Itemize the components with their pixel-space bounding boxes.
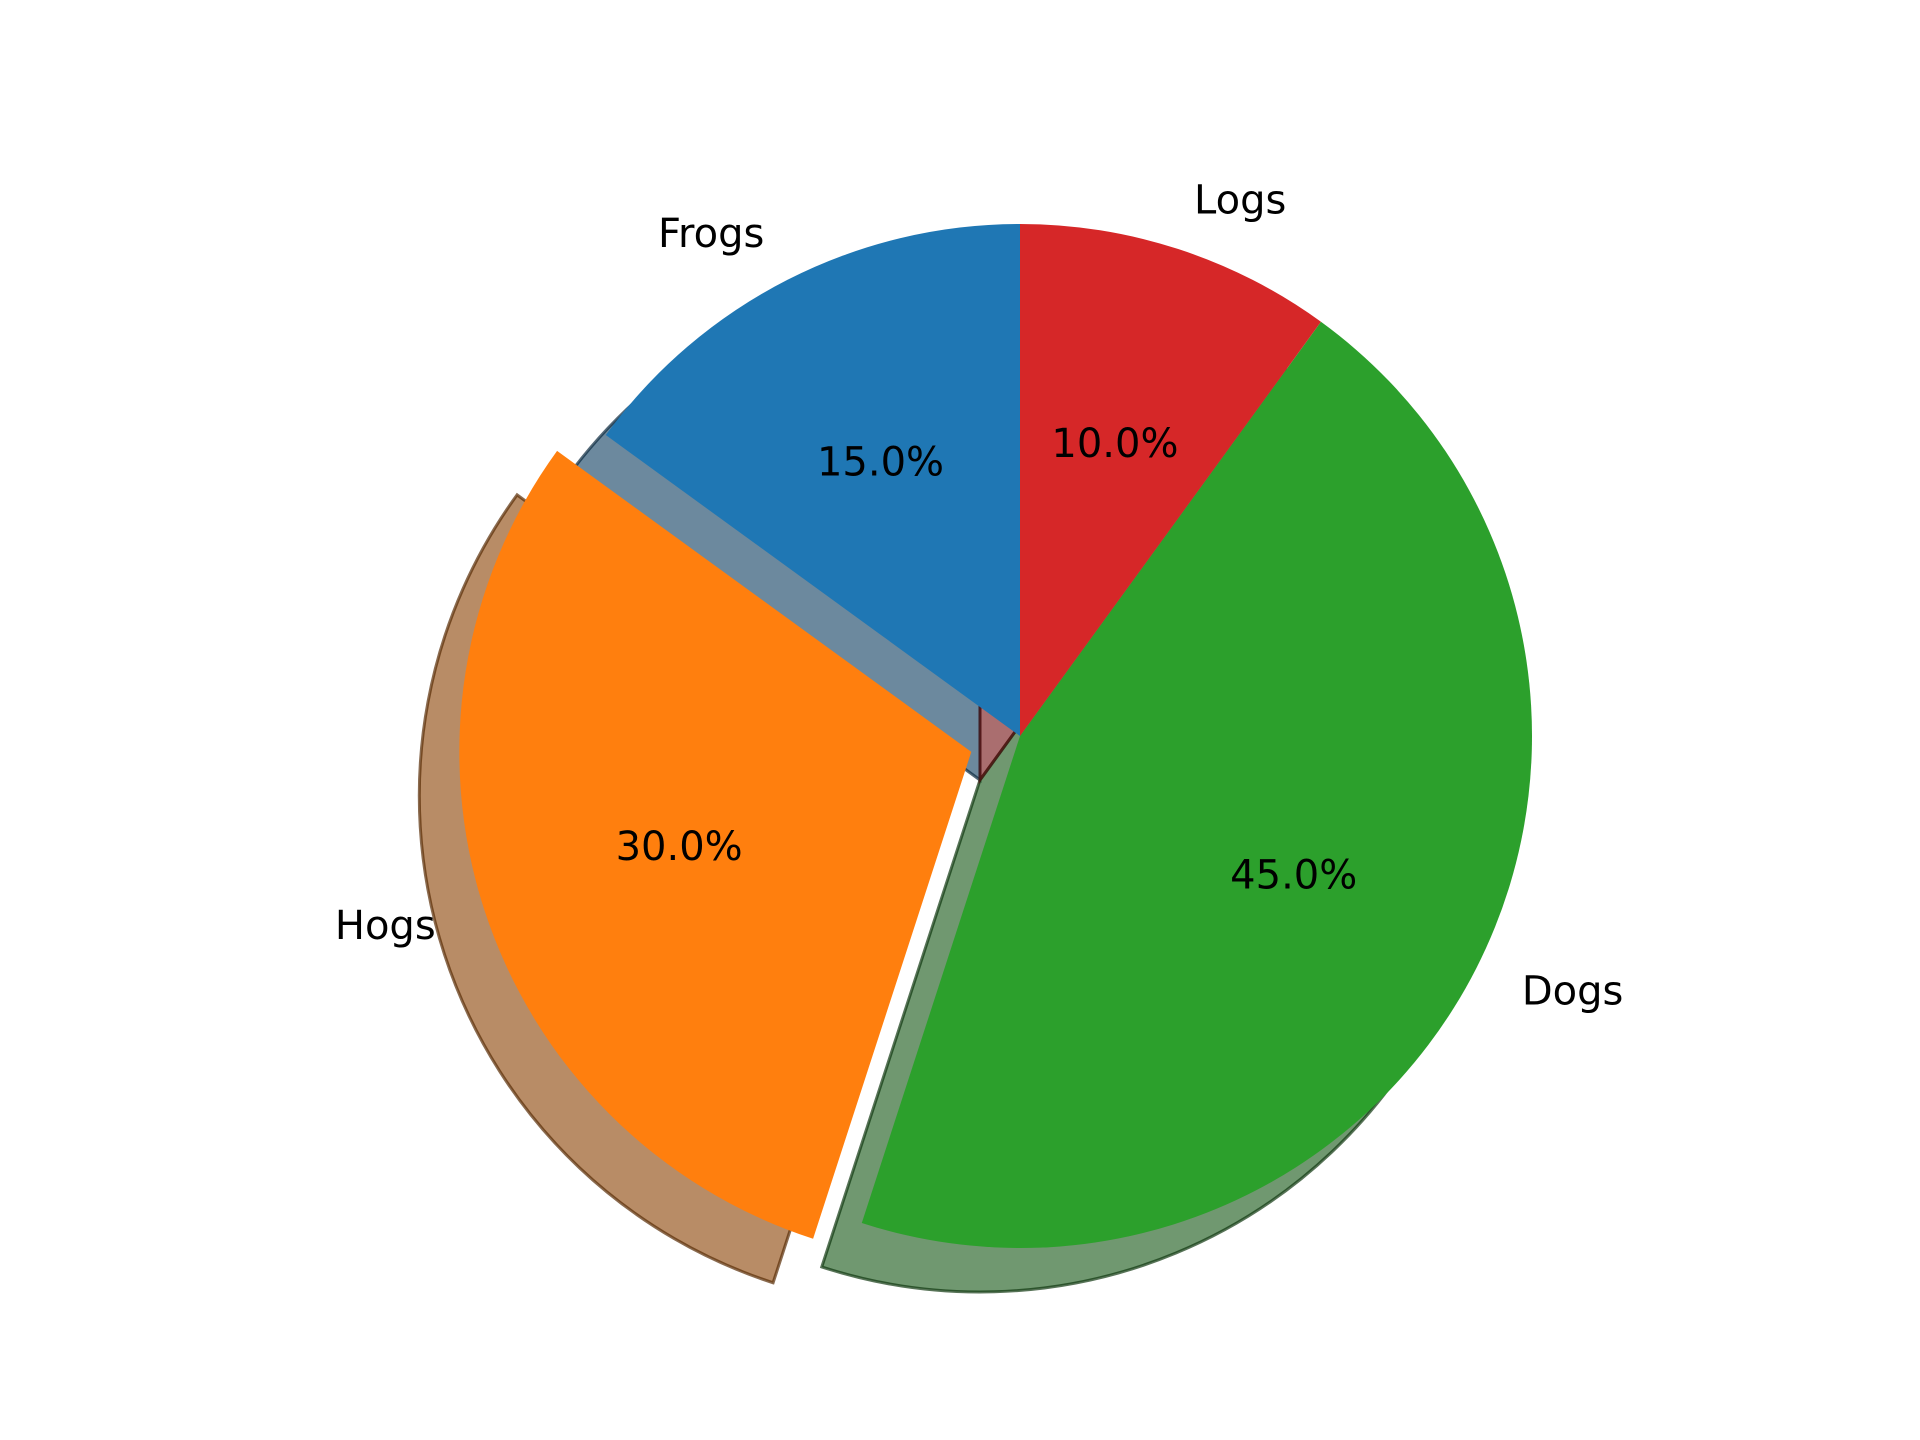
slice-percent-logs: 10.0%	[1051, 421, 1178, 467]
label-layer: Frogs 15.0% Hogs 30.0% Dogs 45.0% Logs 10.0%	[335, 177, 1623, 1014]
pie-slice-hogs	[459, 450, 972, 1239]
pie-slice-logs	[1020, 224, 1321, 736]
slice-label-logs: Logs	[1194, 177, 1286, 223]
slice-label-frogs: Frogs	[658, 211, 764, 257]
slice-label-hogs: Hogs	[335, 903, 436, 949]
pie-slice-frogs	[605, 224, 1020, 736]
slice-percent-dogs: 45.0%	[1230, 852, 1357, 898]
slice-percent-frogs: 15.0%	[817, 439, 944, 485]
slice-layer	[459, 224, 1532, 1248]
slice-label-dogs: Dogs	[1522, 969, 1624, 1015]
slice-percent-hogs: 30.0%	[616, 824, 743, 870]
pie-slice-dogs	[861, 321, 1532, 1248]
